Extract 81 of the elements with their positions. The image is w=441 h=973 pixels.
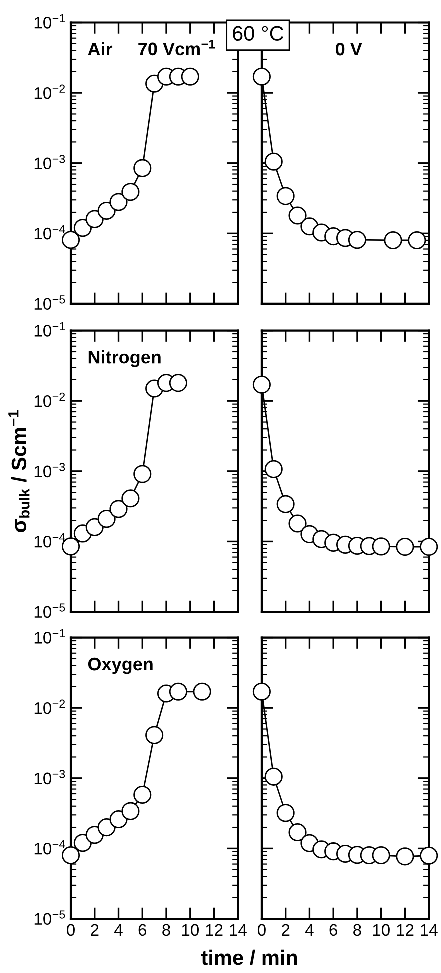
annotation: 70 Vcm$^{−1}$ — [138, 40, 216, 56]
point — [169, 374, 188, 392]
y-tick-label: 10$^{−2}$ — [34, 392, 66, 408]
x-tick-label: 6 — [138, 924, 147, 936]
y-tick-label: 10$^{−5}$ — [34, 296, 66, 310]
point — [252, 682, 271, 701]
point — [122, 183, 140, 202]
point — [110, 810, 128, 829]
x-tick-label: 0 — [258, 924, 266, 936]
y-tick-label: 10$^{−4}$ — [34, 225, 66, 240]
annotation: 60 °C — [233, 26, 284, 42]
point — [396, 848, 414, 866]
point — [98, 818, 116, 837]
x-tick-label: 8 — [162, 924, 170, 936]
x-tick-label: 12 — [397, 924, 414, 936]
y-tick-label: 10$^{−5}$ — [34, 910, 66, 926]
x-tick-label: 2 — [91, 924, 99, 936]
point — [372, 538, 390, 556]
point — [193, 682, 212, 701]
point — [134, 786, 152, 804]
point — [288, 206, 307, 225]
y-tick-label: 10$^{−1}$ — [34, 322, 66, 337]
point — [384, 231, 402, 250]
point — [372, 846, 390, 865]
point — [74, 834, 92, 852]
y-tick-label: 10$^{−3}$ — [34, 155, 66, 170]
y-tick-label: 10$^{−4}$ — [34, 840, 66, 855]
point — [276, 187, 295, 206]
y-tick-label: 10$^{−5}$ — [34, 604, 66, 618]
point — [420, 846, 438, 865]
point — [110, 500, 128, 518]
x-tick-label: 14 — [421, 924, 438, 936]
point — [252, 376, 271, 394]
y-tick-label: 10$^{−3}$ — [34, 770, 66, 785]
point — [288, 823, 307, 842]
annotation: 0 V — [336, 42, 362, 56]
y-axis-title: σ$_{bulk}$ / Scm$^{−1}$ — [8, 410, 30, 532]
point — [74, 219, 92, 238]
point — [134, 159, 152, 178]
y-tick-label: 10$^{−1}$ — [34, 14, 66, 29]
x-tick-label: 8 — [354, 924, 362, 936]
point — [122, 490, 140, 508]
y-tick-label: 10$^{−4}$ — [34, 533, 66, 548]
point — [98, 510, 116, 528]
point — [264, 152, 283, 171]
x-axis-title: time / min — [201, 950, 298, 966]
y-tick-label: 10$^{−1}$ — [34, 630, 66, 644]
point — [264, 768, 283, 786]
point — [288, 514, 307, 533]
y-tick-label: 10$^{−2}$ — [34, 84, 66, 100]
x-tick-label: 0 — [67, 924, 75, 936]
annotation: Nitrogen — [88, 350, 161, 368]
y-tick-label: 10$^{−2}$ — [34, 700, 66, 714]
point — [169, 682, 188, 701]
point — [276, 804, 295, 822]
x-tick-label: 4 — [114, 924, 123, 936]
point — [181, 68, 200, 86]
x-tick-label: 4 — [305, 924, 314, 936]
point — [408, 231, 426, 250]
annotation: Air — [88, 42, 113, 56]
annotation: Oxygen — [88, 658, 153, 674]
point — [252, 68, 271, 86]
point — [86, 518, 104, 536]
x-tick-label: 10 — [182, 924, 200, 936]
point — [420, 538, 438, 556]
point — [122, 802, 140, 820]
y-tick-label: 10$^{−3}$ — [34, 463, 66, 478]
x-tick-label: 10 — [373, 924, 390, 936]
x-tick-label: 2 — [282, 924, 290, 936]
point — [348, 231, 366, 250]
x-tick-label: 12 — [206, 924, 223, 936]
point — [98, 202, 116, 220]
point — [276, 495, 295, 514]
point — [110, 193, 128, 212]
point — [396, 538, 414, 556]
point — [146, 726, 164, 744]
point — [134, 465, 152, 484]
x-tick-label: 6 — [330, 924, 338, 936]
point — [264, 460, 283, 478]
point — [86, 210, 104, 228]
x-tick-label: 14 — [230, 924, 247, 936]
